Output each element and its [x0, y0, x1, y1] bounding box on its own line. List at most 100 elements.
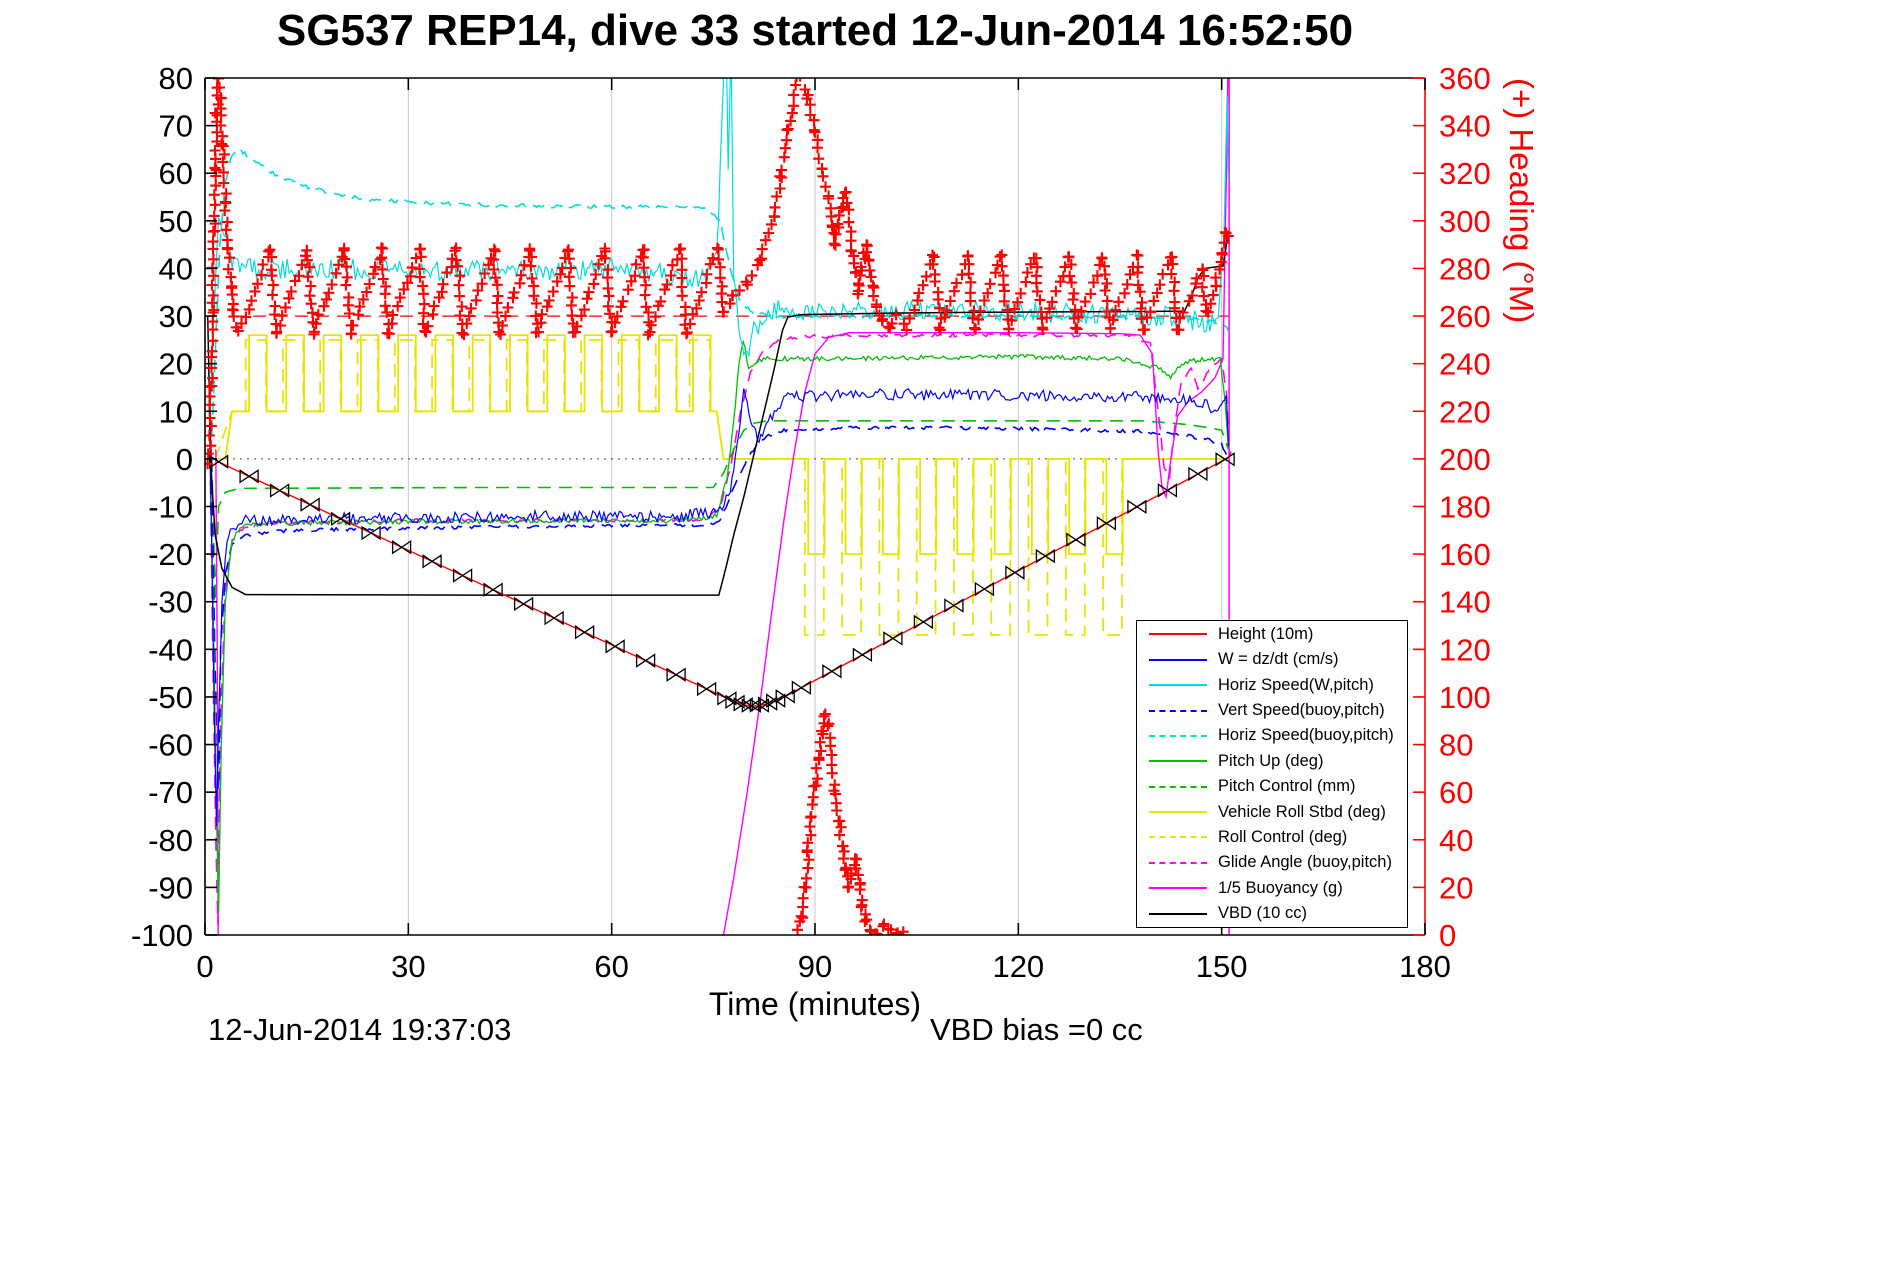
legend-entry-roll-control: Roll Control (deg)	[1137, 825, 1407, 849]
y-tick-label-left: -50	[148, 680, 193, 715]
legend-line-sample	[1149, 861, 1207, 864]
x-tick-label: 150	[1196, 949, 1248, 984]
legend-entry-horiz-speed-buoy: Horiz Speed(buoy,pitch)	[1137, 724, 1407, 748]
legend-entry-horiz-speed-w: Horiz Speed(W,pitch)	[1137, 673, 1407, 697]
y-tick-label-left: -30	[148, 585, 193, 620]
timestamp-footer: 12-Jun-2014 19:37:03	[208, 1012, 512, 1047]
x-tick-label: 0	[196, 949, 213, 984]
y-tick-label-right: 40	[1439, 823, 1473, 858]
y-tick-label-right: 20	[1439, 870, 1473, 905]
legend-label: Horiz Speed(W,pitch)	[1218, 675, 1374, 694]
legend-label: Pitch Control (mm)	[1218, 777, 1356, 796]
y-tick-label-right: 140	[1439, 585, 1491, 620]
y-tick-label-left: 70	[159, 109, 193, 144]
series-buoyancy-fifth	[722, 78, 1229, 935]
y-tick-label-right: 180	[1439, 490, 1491, 525]
legend-label: Glide Angle (buoy,pitch)	[1218, 853, 1392, 872]
legend-line-sample	[1149, 658, 1207, 661]
x-tick-label: 30	[391, 949, 425, 984]
y-tick-label-left: -20	[148, 537, 193, 572]
legend-label: VBD (10 cc)	[1218, 904, 1307, 922]
y-tick-label-right: 320	[1439, 156, 1491, 191]
y-tick-label-right: 80	[1439, 728, 1473, 763]
legend-line-sample	[1149, 633, 1207, 636]
series-pitch-up	[209, 339, 1230, 913]
legend-entry-glide-angle: Glide Angle (buoy,pitch)	[1137, 851, 1407, 875]
legend-label: Horiz Speed(buoy,pitch)	[1218, 726, 1394, 745]
y-tick-label-left: 60	[159, 156, 193, 191]
legend-entry-buoyancy-fifth: 1/5 Buoyancy (g)	[1137, 876, 1407, 900]
legend-line-sample	[1149, 887, 1207, 890]
series-horiz-speed-buoy	[211, 148, 1230, 436]
x-tick-label: 60	[594, 949, 628, 984]
y-tick-label-right: 360	[1439, 61, 1491, 96]
y-tick-label-left: 0	[176, 442, 193, 477]
legend-entry-pitch-control: Pitch Control (mm)	[1137, 775, 1407, 799]
legend-line-sample	[1149, 684, 1207, 687]
series-heading-plus	[205, 78, 1234, 935]
y-tick-label-right: 340	[1439, 109, 1491, 144]
legend: Height (10m) W = dz/dt (cm/s) Horiz Speed(…	[1136, 620, 1408, 928]
y-tick-label-left: 40	[159, 251, 193, 286]
y-tick-label-right: 300	[1439, 204, 1491, 239]
vbd-bias-footer: VBD bias =0 cc	[930, 1012, 1143, 1047]
y-tick-label-left: 10	[159, 394, 193, 429]
legend-label: W = dz/dt (cm/s)	[1218, 650, 1339, 669]
legend-label: Pitch Up (deg)	[1218, 751, 1324, 770]
series-buoyancy-fifth	[215, 449, 219, 935]
legend-line-sample	[1149, 760, 1207, 763]
legend-entry-vehicle-roll-stbd: Vehicle Roll Stbd (deg)	[1137, 800, 1407, 824]
legend-line-sample	[1149, 811, 1207, 813]
x-tick-label: 120	[992, 949, 1044, 984]
plot-title: SG537 REP14, dive 33 started 12-Jun-2014…	[276, 6, 1354, 55]
series-vert-speed-buoy	[211, 425, 1230, 791]
y-tick-label-right: 160	[1439, 537, 1491, 572]
legend-label: Vehicle Roll Stbd (deg)	[1218, 802, 1386, 821]
legend-label: Vert Speed(buoy,pitch)	[1218, 701, 1385, 719]
legend-label: Roll Control (deg)	[1218, 827, 1348, 846]
series-vehicle-roll-stbd	[215, 334, 1229, 555]
legend-line-sample	[1149, 785, 1207, 788]
y-tick-label-left: -80	[148, 823, 193, 858]
y-tick-label-left: -90	[148, 870, 193, 905]
y-tick-label-left: -40	[148, 632, 193, 667]
legend-label: 1/5 Buoyancy (g)	[1218, 878, 1343, 897]
series-roll-control	[214, 339, 1229, 636]
series-height	[207, 451, 1232, 707]
legend-entry-vbd: VBD (10 cc)	[1137, 902, 1407, 926]
height-markers	[208, 452, 1235, 713]
series-pitch-control	[211, 420, 1230, 602]
series-glide-angle	[209, 331, 1230, 925]
y-tick-label-right: 240	[1439, 347, 1491, 382]
x-tick-label: 90	[798, 949, 832, 984]
y-tick-label-right: 60	[1439, 775, 1473, 810]
legend-line-sample	[1149, 709, 1207, 712]
legend-entry-pitch-up: Pitch Up (deg)	[1137, 749, 1407, 773]
x-axis-label: Time (minutes)	[708, 986, 922, 1022]
y-tick-label-left: -10	[148, 490, 193, 525]
y-tick-label-left: 80	[159, 61, 193, 96]
series-layer	[205, 78, 1235, 935]
series-w-dzdt	[208, 387, 1229, 826]
y-tick-label-right: 120	[1439, 632, 1491, 667]
legend-line-sample	[1149, 836, 1207, 839]
legend-line-sample	[1149, 912, 1207, 915]
series-horiz-speed-w	[208, 78, 1229, 439]
y-tick-label-left: 50	[159, 204, 193, 239]
x-tick-label: 180	[1399, 949, 1451, 984]
legend-entry-w-dzdt: W = dz/dt (cm/s)	[1137, 648, 1407, 672]
legend-line-sample	[1149, 734, 1207, 737]
y-tick-label-left: 30	[159, 299, 193, 334]
y-tick-label-right: 280	[1439, 251, 1491, 286]
legend-label: Height (10m)	[1218, 624, 1314, 643]
y-tick-label-left: -60	[148, 728, 193, 763]
y-tick-label-left: -70	[148, 775, 193, 810]
legend-entry-vert-speed-buoy: Vert Speed(buoy,pitch)	[1137, 699, 1407, 723]
y-tick-label-left: -100	[131, 918, 193, 953]
y-tick-label-left: 20	[159, 347, 193, 382]
y-tick-label-right: 220	[1439, 394, 1491, 429]
y-tick-label-right: 200	[1439, 442, 1491, 477]
legend-entry-height: Height (10m)	[1137, 622, 1407, 646]
